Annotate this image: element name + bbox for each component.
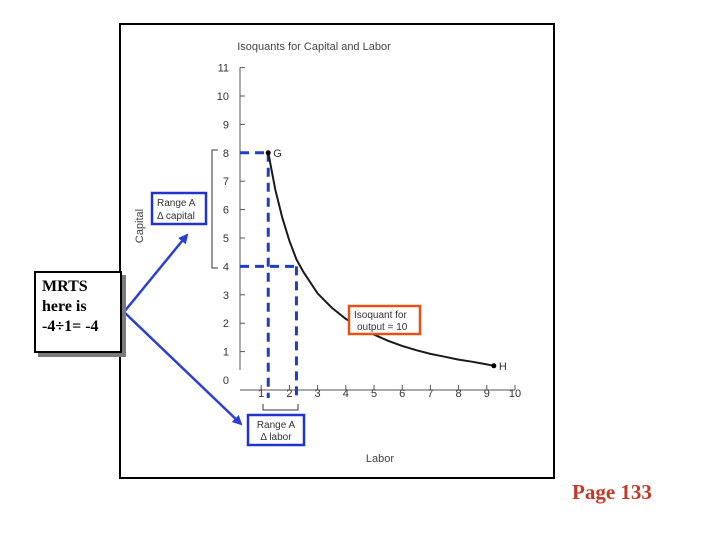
y-tick-label: 10 — [217, 91, 229, 103]
point-g-label: G — [273, 148, 282, 160]
arrow-to-labor-callout — [123, 311, 243, 426]
y-tick-label: 11 — [218, 63, 229, 75]
y-tick-label: 1 — [223, 347, 229, 359]
y-axis-label: Capital — [134, 209, 146, 243]
x-tick-label: 7 — [427, 388, 433, 400]
point-h-label: H — [499, 361, 507, 373]
isoquant-label-callout: Isoquant for output = 10 — [347, 304, 422, 336]
x-tick-label: 1 — [258, 388, 264, 400]
y-tick-label: 3 — [223, 290, 229, 302]
range-a-guides — [240, 151, 298, 398]
capital-range-bracket — [211, 149, 218, 269]
x-tick-label: 2 — [286, 388, 292, 400]
x-tick-label: 3 — [315, 388, 321, 400]
isoquant-label-line1: Isoquant for — [354, 310, 407, 321]
mrts-line-2: here is — [42, 298, 87, 315]
point-g-marker — [265, 150, 271, 156]
y-tick-label: 4 — [223, 261, 229, 273]
x-axis-label: Labor — [366, 453, 394, 465]
y-tick-label: 6 — [223, 205, 229, 217]
range-a-capital-line1: Range A — [157, 198, 196, 209]
mrts-callout: MRTS here is -4÷1= -4 — [34, 271, 122, 353]
y-tick-label: 0 — [223, 375, 229, 387]
page-reference: Page 133 — [572, 480, 652, 504]
x-tick-label: 8 — [456, 388, 462, 400]
y-tick-label: 2 — [223, 318, 229, 330]
range-a-labor-line2: Δ labor — [260, 432, 292, 443]
mrts-line-1: MRTS — [42, 278, 88, 295]
y-tick-label: 8 — [223, 148, 229, 160]
x-tick-label: 4 — [343, 388, 349, 400]
range-a-labor-line1: Range A — [257, 420, 296, 431]
point-h-marker — [491, 363, 497, 369]
range-a-capital-line2: Δ capital — [157, 211, 195, 222]
y-tick-label: 9 — [223, 119, 229, 131]
y-tick-label: 7 — [223, 176, 229, 188]
x-tick-label: 10 — [509, 388, 521, 400]
x-tick-label: 5 — [371, 388, 377, 400]
chart-frame — [119, 23, 555, 479]
y-axis: 0 1 2 3 4 5 6 7 8 9 10 11 — [217, 63, 245, 387]
x-tick-label: 6 — [399, 388, 405, 400]
x-axis: 1 2 3 4 5 6 7 8 9 10 — [240, 385, 521, 400]
arrow-to-capital-callout — [123, 233, 189, 313]
range-a-labor-callout: Range A Δ labor — [246, 413, 306, 447]
labor-range-bracket — [262, 404, 299, 411]
y-tick-label: 5 — [223, 233, 229, 245]
mrts-line-3: -4÷1= -4 — [42, 318, 99, 335]
x-tick-label: 9 — [484, 388, 490, 400]
point-labels: GH — [265, 148, 507, 373]
range-a-capital-callout: Range A Δ capital — [150, 191, 208, 226]
isoquant-label-line2: output = 10 — [357, 322, 408, 333]
chart-title: Isoquants for Capital and Labor — [237, 41, 391, 53]
